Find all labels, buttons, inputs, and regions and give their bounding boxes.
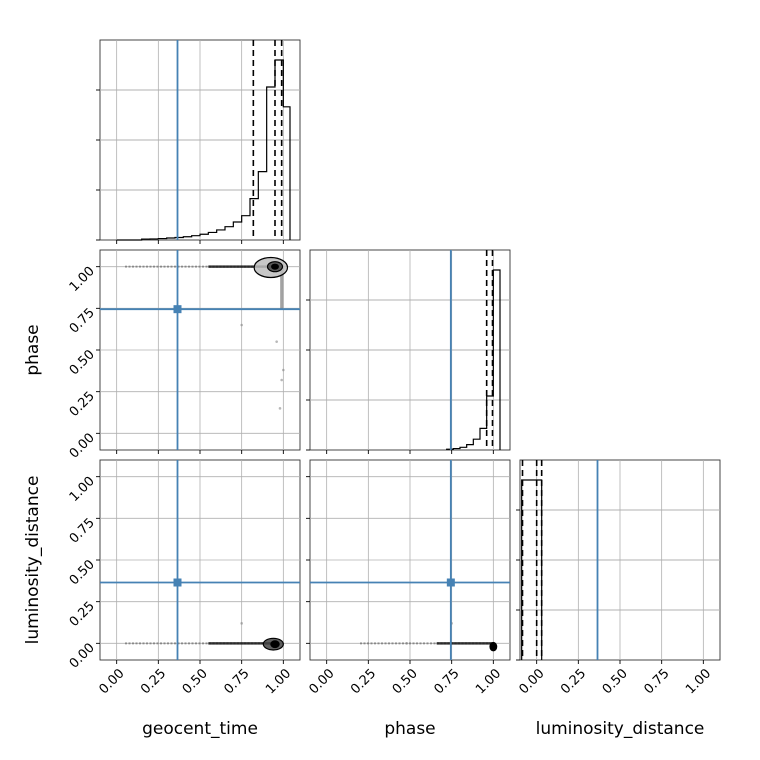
histogram-geocent_time bbox=[116, 59, 291, 241]
sample-point bbox=[240, 323, 243, 327]
grid-lines bbox=[100, 40, 720, 660]
contour-level bbox=[489, 641, 498, 652]
x-tick-label: 0.50 bbox=[390, 666, 421, 697]
y-tick-label: 0.25 bbox=[67, 599, 98, 630]
x-tick-label: 0.00 bbox=[96, 666, 127, 697]
x-tick-label: 0.75 bbox=[641, 666, 672, 697]
y-tick-label: 0.50 bbox=[67, 557, 98, 588]
contour-level bbox=[271, 263, 279, 270]
y-axis-label-phase: phase bbox=[23, 324, 43, 375]
y-axis-label-luminosity-distance: luminosity_distance bbox=[23, 476, 43, 645]
sample-point bbox=[275, 340, 278, 343]
x-tick-label: 1.00 bbox=[263, 666, 294, 697]
sample-point bbox=[280, 378, 283, 382]
sample-point bbox=[240, 622, 243, 625]
x-axis-label-phase: phase bbox=[384, 719, 435, 739]
y-tick-label: 0.75 bbox=[67, 306, 98, 337]
x-tick-label: 0.00 bbox=[516, 666, 547, 697]
x-tick-label: 0.00 bbox=[306, 666, 337, 697]
y-tick-label: 1.00 bbox=[67, 474, 98, 505]
x-tick-label: 0.75 bbox=[221, 666, 252, 697]
truth-marker bbox=[173, 305, 182, 314]
scatter-panel-geocent_time-luminosity_distance bbox=[125, 622, 284, 651]
x-tick-label: 1.00 bbox=[683, 666, 714, 697]
x-axis-label-geocent-time: geocent_time bbox=[142, 719, 258, 739]
sample-point bbox=[278, 407, 282, 410]
x-tick-label: 0.25 bbox=[348, 666, 379, 697]
x-tick-label: 0.25 bbox=[558, 666, 589, 697]
x-tick-label: 0.50 bbox=[180, 666, 211, 697]
x-tick-label: 0.50 bbox=[600, 666, 631, 697]
y-tick-label: 0.50 bbox=[67, 347, 98, 378]
x-tick-label: 1.00 bbox=[473, 666, 504, 697]
truth-lines bbox=[100, 40, 599, 660]
scatter-panel-phase-luminosity_distance bbox=[360, 622, 498, 652]
truth-marker bbox=[173, 578, 182, 587]
contour-level bbox=[270, 640, 280, 649]
y-tick-label: 1.00 bbox=[67, 264, 98, 295]
truth-marker bbox=[446, 578, 455, 587]
y-tick-label: 0.75 bbox=[67, 516, 98, 547]
x-tick-label: 0.25 bbox=[138, 666, 169, 697]
y-tick-label: 0.00 bbox=[67, 431, 98, 462]
x-axis-label-luminosity-distance: luminosity_distance bbox=[536, 719, 705, 739]
y-tick-label: 0.00 bbox=[67, 641, 98, 672]
histogram-luminosity_distance bbox=[521, 479, 543, 660]
scatter-panel-geocent_time-phase bbox=[125, 256, 289, 410]
tick-layer: 0.00 0.25 0.50 0.75 1.00 0.00 0.25 0.50 0.75 1.00… bbox=[67, 89, 714, 697]
x-tick-label: 0.75 bbox=[431, 666, 462, 697]
sample-point bbox=[282, 368, 285, 372]
y-tick-label: 0.25 bbox=[67, 389, 98, 420]
sample-point bbox=[405, 642, 408, 645]
histogram-phase bbox=[446, 269, 501, 450]
